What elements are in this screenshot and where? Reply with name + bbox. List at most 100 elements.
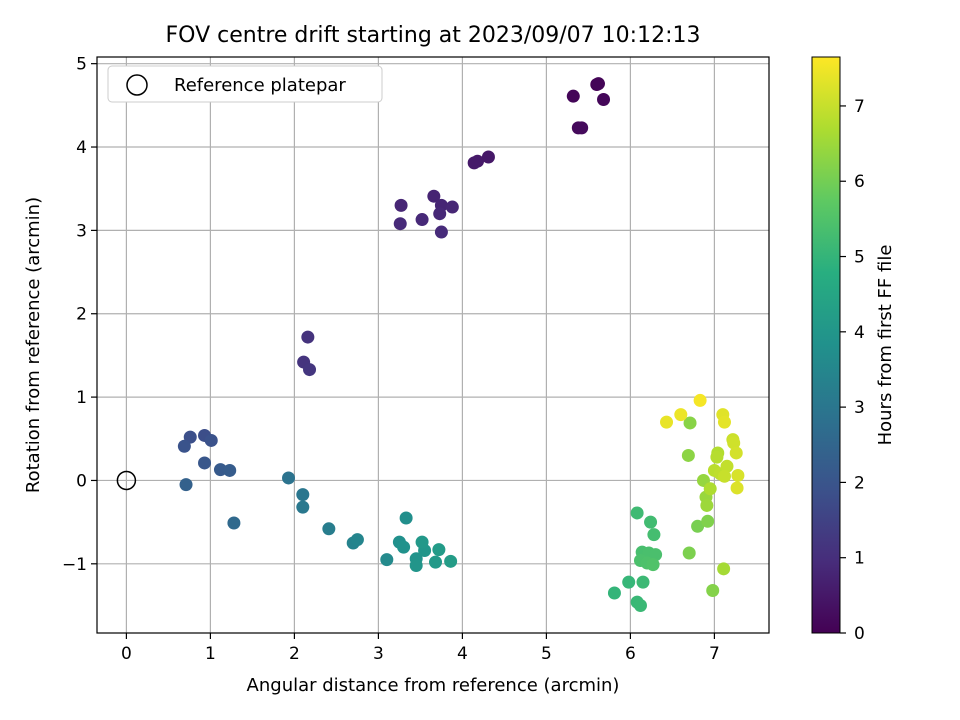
- y-tick-label: 4: [76, 138, 87, 158]
- scatter-point: [700, 498, 714, 512]
- scatter-point: [731, 468, 745, 482]
- scatter-point: [322, 522, 336, 536]
- colorbar-tick-label: 6: [854, 172, 865, 192]
- x-tick-label: 7: [709, 644, 720, 664]
- scatter-point: [730, 481, 744, 495]
- scatter-point: [646, 558, 660, 572]
- scatter-point: [434, 225, 448, 239]
- scatter-point: [415, 213, 429, 227]
- scatter-point: [647, 528, 661, 542]
- x-tick-label: 1: [205, 644, 216, 664]
- y-tick-label: −1: [62, 555, 87, 575]
- scatter-point: [179, 478, 193, 492]
- scatter-point: [394, 198, 408, 212]
- scatter-point: [693, 393, 707, 407]
- scatter-point: [467, 156, 481, 170]
- scatter-point: [444, 554, 458, 568]
- scatter-point: [660, 415, 674, 429]
- colorbar-ticks: 0 1 2 3 4 5 6 7: [840, 97, 865, 644]
- scatter-point: [633, 598, 647, 612]
- scatter-point: [433, 207, 447, 221]
- reference-platepar-marker: [116, 470, 137, 491]
- scatter-point: [683, 416, 697, 430]
- y-tick-label: 0: [76, 471, 87, 491]
- x-tick-label: 4: [457, 644, 468, 664]
- y-tick-label: 3: [76, 221, 87, 241]
- scatter-point: [630, 506, 644, 520]
- scatter-point: [303, 363, 317, 377]
- scatter-point: [691, 519, 705, 533]
- scatter-point: [429, 555, 443, 569]
- x-tick-label: 6: [625, 644, 636, 664]
- scatter-point: [674, 408, 688, 422]
- scatter-point: [432, 543, 446, 557]
- scatter-point: [729, 446, 743, 460]
- scatter-point: [706, 583, 720, 597]
- scatter-point: [701, 514, 715, 528]
- colorbar: [811, 56, 841, 634]
- y-axis-ticks: −1 0 1 2 3 4 5: [62, 55, 97, 575]
- scatter-point: [597, 93, 611, 107]
- scatter-point: [296, 500, 310, 514]
- scatter-point: [681, 448, 695, 462]
- scatter-point: [198, 456, 212, 470]
- scatter-point: [445, 200, 459, 214]
- scatter-point: [393, 217, 407, 231]
- colorbar-label: Hours from first FF file: [875, 245, 896, 446]
- scatter-point: [575, 121, 589, 135]
- scatter-point: [622, 575, 636, 589]
- colorbar-tick-label: 2: [854, 473, 865, 493]
- data-points: [177, 77, 745, 612]
- scatter-point: [607, 586, 621, 600]
- colorbar-tick-label: 0: [854, 624, 865, 644]
- scatter-point: [296, 488, 310, 502]
- scatter-point: [566, 89, 580, 103]
- scatter-point: [720, 459, 734, 473]
- legend-reference-label: Reference platepar: [174, 75, 346, 96]
- scatter-point: [636, 575, 650, 589]
- x-axis-ticks: 0 1 2 3 4 5 6 7: [121, 633, 720, 664]
- y-tick-label: 2: [76, 305, 87, 325]
- scatter-point: [380, 553, 394, 567]
- scatter-point: [415, 535, 429, 549]
- y-tick-label: 5: [76, 55, 87, 75]
- scatter-point: [717, 469, 731, 483]
- scatter-point: [717, 415, 731, 429]
- colorbar-tick-label: 7: [854, 97, 865, 117]
- scatter-point: [223, 463, 237, 477]
- colorbar-tick-label: 5: [854, 248, 865, 268]
- legend-box: [107, 65, 383, 103]
- scatter-point: [591, 77, 605, 91]
- chart-title: FOV centre drift starting at 2023/09/07 …: [166, 23, 701, 48]
- y-tick-label: 1: [76, 388, 87, 408]
- scatter-point: [227, 516, 241, 530]
- legend: Reference platepar: [107, 65, 383, 103]
- x-axis-label: Angular distance from reference (arcmin): [247, 675, 620, 696]
- scatter-point: [682, 546, 696, 560]
- scatter-point: [301, 330, 315, 344]
- x-tick-label: 0: [121, 644, 132, 664]
- y-axis-label: Rotation from reference (arcmin): [23, 197, 44, 493]
- scatter-point: [177, 439, 191, 453]
- legend-reference-marker: [126, 74, 148, 96]
- scatter-point: [710, 450, 724, 464]
- scatter-point: [644, 515, 658, 529]
- colorbar-tick-label: 1: [854, 549, 865, 569]
- gridlines: [97, 57, 769, 633]
- colorbar-tick-label: 3: [854, 398, 865, 418]
- x-tick-label: 2: [289, 644, 300, 664]
- scatter-point: [350, 533, 364, 547]
- scatter-point: [727, 436, 741, 450]
- scatter-point: [703, 482, 717, 496]
- scatter-point: [397, 540, 411, 554]
- scatter-point: [649, 548, 663, 562]
- x-tick-label: 3: [373, 644, 384, 664]
- plot-frame: [96, 56, 770, 634]
- scatter-point: [717, 562, 731, 576]
- scatter-point: [282, 471, 296, 485]
- scatter-point: [399, 511, 413, 525]
- colorbar-tick-label: 4: [854, 323, 865, 343]
- scatter-point: [409, 558, 423, 572]
- x-tick-label: 5: [541, 644, 552, 664]
